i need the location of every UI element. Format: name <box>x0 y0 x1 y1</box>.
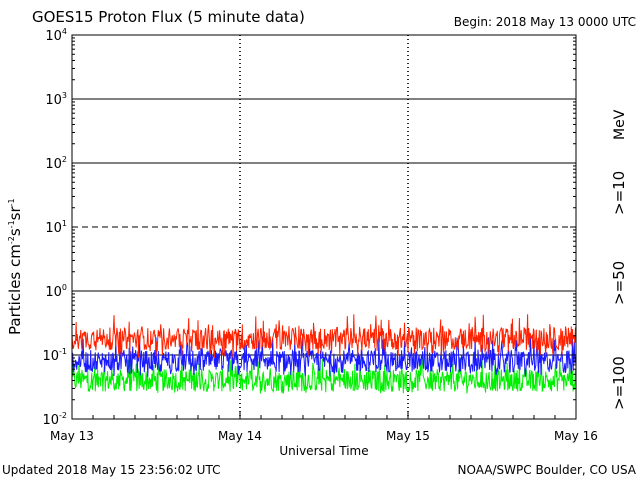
legend-ge100: >=100 <box>610 356 628 410</box>
y-tick-label-6: 10-2 <box>42 411 67 428</box>
unit-label: MeV <box>612 109 628 140</box>
begin-label: Begin: 2018 May 13 0000 UTC <box>454 15 636 29</box>
x-tick-label-0: May 13 <box>50 429 94 443</box>
x-tick-label-3: May 16 <box>554 429 598 443</box>
y-tick-label-2: 102 <box>45 155 67 172</box>
x-tick-label-2: May 15 <box>386 429 430 443</box>
legend-ge10: >=10 <box>610 171 628 215</box>
y-tick-label-1: 103 <box>45 91 67 108</box>
source-label: NOAA/SWPC Boulder, CO USA <box>458 463 637 477</box>
x-axis-label: Universal Time <box>279 444 368 458</box>
x-tick-label-1: May 14 <box>218 429 262 443</box>
series-line-ge50 <box>71 335 577 378</box>
y-tick-label-4: 100 <box>45 283 67 300</box>
y-axis-label: Particles cm-2s-1sr-1 <box>6 198 24 335</box>
legend-ge50: >=50 <box>610 261 628 305</box>
updated-timestamp: Updated 2018 May 15 23:56:02 UTC <box>2 463 220 477</box>
y-tick-label-3: 101 <box>45 219 67 236</box>
y-tick-label-0: 104 <box>45 27 67 44</box>
series-layer <box>71 314 577 394</box>
y-tick-label-5: 10-1 <box>42 347 67 364</box>
x-axis: May 13 May 14 May 15 May 16 <box>50 411 598 443</box>
chart-title: GOES15 Proton Flux (5 minute data) <box>32 8 305 26</box>
y-axis: 104 103 102 101 100 10-1 10-2 <box>42 27 576 428</box>
series-line-ge10 <box>71 314 577 358</box>
